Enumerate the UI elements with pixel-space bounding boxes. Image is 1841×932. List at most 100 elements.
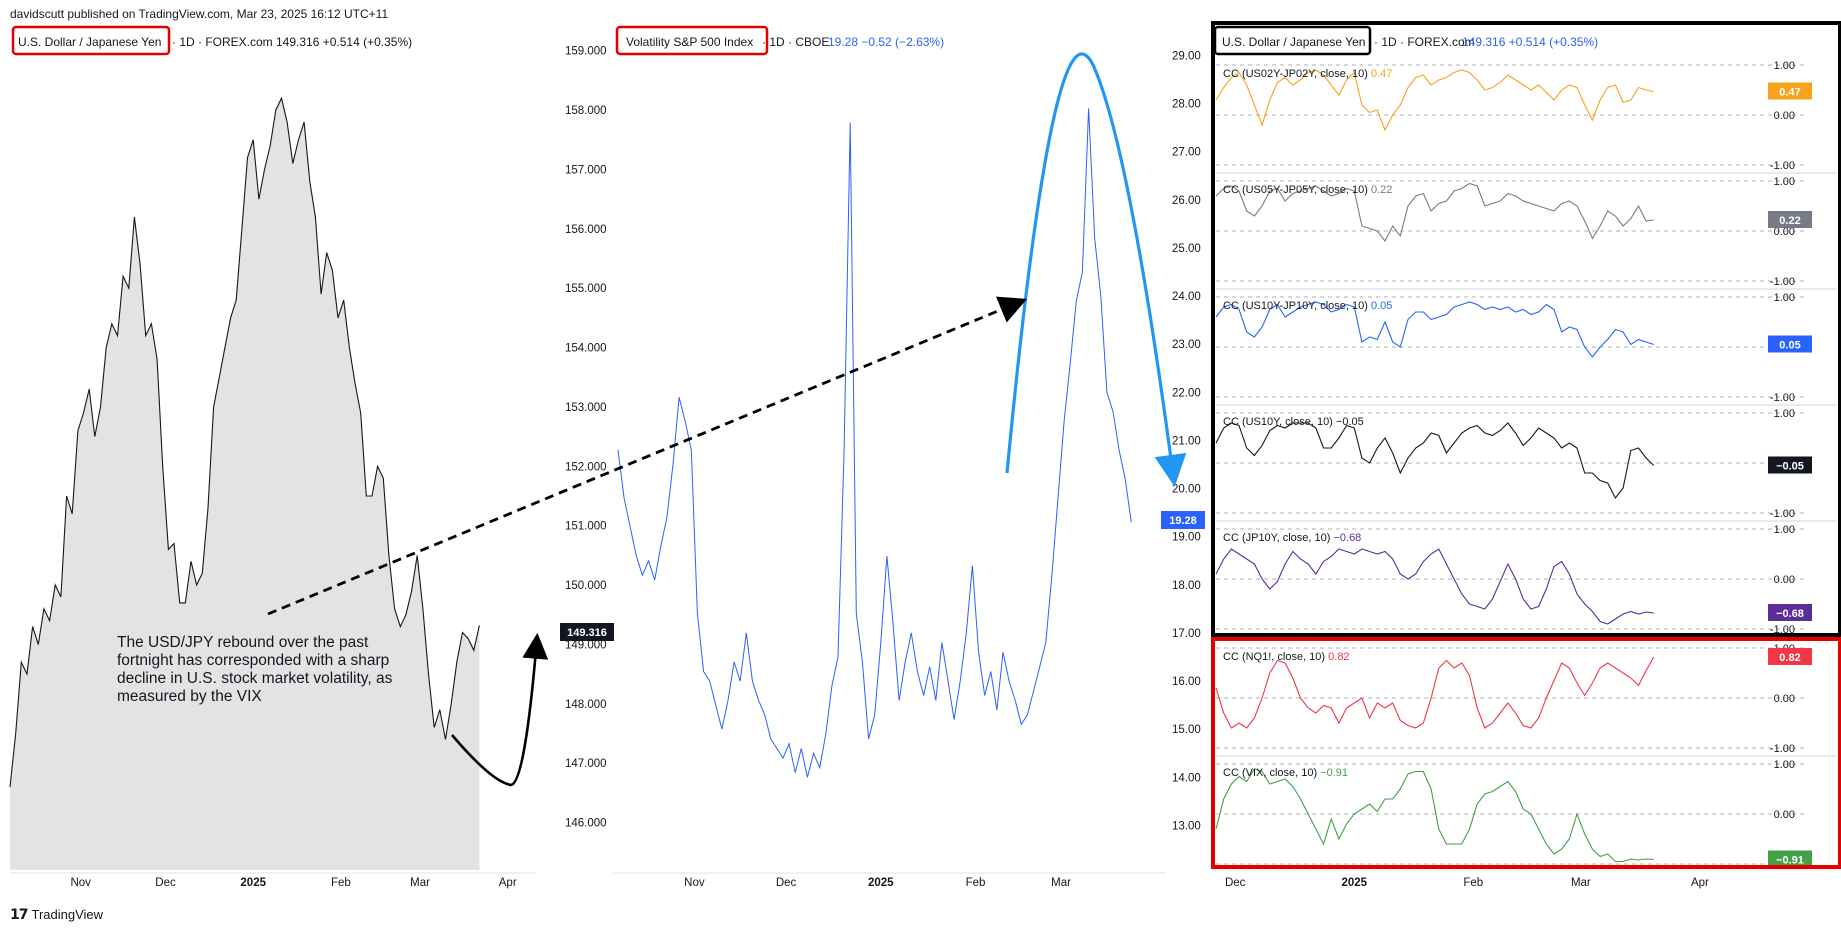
correlation-series-value: 0.47 (1371, 68, 1392, 80)
correlation-value-badge-text: −0.05 (1776, 461, 1804, 473)
correlation-series-line (1215, 182, 1654, 243)
correlation-subpanel: 1.00 0.00 -1.00 CC (US05Y-JP05Y, close, 10)… (1215, 172, 1836, 288)
vix-x-tick: Feb (966, 877, 986, 889)
usdjpy-title-highlight (11, 25, 171, 56)
correlation-y-tick: -1.00 (1770, 508, 1795, 520)
correlation-series-value: 0.05 (1371, 300, 1392, 312)
correlation-series-label[interactable]: CC (US05Y-JP05Y, close, 10) 0.22 (1223, 184, 1392, 196)
correlation-series-line (1215, 422, 1655, 500)
vix-y-tick: 24.00 (1172, 291, 1201, 303)
correlation-y-tick: 1.00 (1774, 524, 1795, 536)
correlation-panel: 1.00 0.00 -1.00 CC (US02Y-JP02Y, close, 10)… (1211, 21, 1841, 889)
vix-last-price-badge: 19.28 (1161, 511, 1205, 529)
correlation-series-label[interactable]: CC (US10Y-JP10Y, close, 10) 0.05 (1223, 300, 1392, 312)
usdjpy-title[interactable]: U.S. Dollar / Japanese Yen (18, 35, 161, 49)
correlation-y-tick: 1.00 (1774, 292, 1795, 304)
tradingview-logo[interactable]: 𝟭𝟳 TradingView (10, 906, 103, 923)
correlation-value-badge-text: −0.91 (1776, 855, 1804, 867)
correlation-series-line (1215, 656, 1655, 729)
usdjpy-meta: · 1D · FOREX.com 149.316 +0.514 (+0.35%) (172, 35, 412, 49)
vix-x-tick: Dec (776, 877, 797, 889)
vix-y-tick: 19.00 (1172, 532, 1201, 544)
vix-y-tick: 25.00 (1172, 243, 1201, 255)
usdjpy-panel: 159.000 158.000 157.000 156.000 155.000 154.0… (9, 25, 614, 889)
usdjpy-x-tick: Feb (331, 877, 351, 889)
usdjpy-y-tick: 159.000 (565, 46, 607, 58)
correlation-value-badge-text: 0.05 (1779, 340, 1800, 352)
correlation-series-label[interactable]: CC (US10Y, close, 10) −0.05 (1223, 416, 1364, 428)
correlation-meta: · 1D · FOREX.com (1374, 35, 1475, 49)
correlation-value-badge (1768, 648, 1812, 665)
correlation-value-badge (1768, 456, 1812, 474)
bond-correlation-box (1211, 21, 1841, 637)
correlation-series-value: 0.82 (1328, 651, 1349, 663)
correlation-y-tick: -1.00 (1770, 160, 1795, 172)
vix-y-tick: 20.00 (1172, 484, 1201, 496)
usdjpy-y-tick: 156.000 (565, 224, 607, 236)
correlation-subpanel: 1.00 0.00 -1.00 CC (US02Y-JP02Y, close, 10)… (1215, 60, 1812, 172)
vix-y-tick: 15.00 (1172, 724, 1201, 736)
correlation-y-tick: 0.00 (1774, 226, 1795, 238)
correlation-y-tick: 1.00 (1774, 759, 1795, 771)
correlation-value-badge (1768, 850, 1812, 868)
correlation-series-line (1215, 768, 1654, 863)
vix-meta: · 1D · CBOE (762, 35, 829, 49)
correlation-y-tick: 0.00 (1774, 693, 1795, 705)
correlation-y-tick: 1.00 (1774, 176, 1795, 188)
vix-last-price-text: 19.28 (1169, 515, 1197, 527)
usdjpy-y-tick: 150.000 (565, 580, 607, 592)
vix-y-tick: 13.00 (1172, 820, 1201, 832)
correlation-value-badge (1768, 604, 1812, 621)
vix-y-tick: 23.00 (1172, 339, 1201, 351)
tradingview-mark-icon: 𝟭𝟳 (10, 906, 29, 922)
usdjpy-x-tick: Dec (155, 877, 176, 889)
correlation-x-tick: Feb (1463, 877, 1483, 889)
correlation-series-value: −0.05 (1336, 416, 1364, 428)
usdjpy-y-tick: 154.000 (565, 343, 607, 355)
usdjpy-x-tick: Apr (499, 877, 517, 889)
usdjpy-y-tick: 153.000 (565, 402, 607, 414)
vix-y-tick: 16.00 (1172, 676, 1201, 688)
correlation-series-label[interactable]: CC (JP10Y, close, 10) −0.68 (1223, 532, 1361, 544)
vix-y-tick: 18.00 (1172, 580, 1201, 592)
correlation-series-label[interactable]: CC (VIX, close, 10) −0.91 (1223, 767, 1348, 779)
correlation-value-badge-text: 0.82 (1779, 652, 1800, 664)
connector-arrow (267, 296, 1028, 616)
correlation-series-label[interactable]: CC (US02Y-JP02Y, close, 10) 0.47 (1223, 68, 1392, 80)
usdjpy-price-line (9, 96, 480, 787)
vix-y-tick: 17.00 (1172, 628, 1201, 640)
correlation-header: U.S. Dollar / Japanese Yen · 1D · FOREX.… (1213, 25, 1598, 56)
correlation-y-tick: 1.00 (1774, 408, 1795, 420)
tradingview-wordmark: TradingView (31, 907, 104, 922)
correlation-y-tick: -1.00 (1770, 392, 1795, 404)
correlation-value-badge (1768, 211, 1812, 228)
correlation-series-value: −0.68 (1333, 532, 1361, 544)
usdjpy-x-tick: Mar (410, 877, 430, 889)
usdjpy-y-tick: 149.000 (565, 639, 607, 651)
correlation-series-value: −0.91 (1320, 767, 1348, 779)
vix-y-tick: 28.00 (1172, 99, 1201, 111)
usdjpy-header: U.S. Dollar / Japanese Yen · 1D · FOREX.… (11, 25, 412, 56)
correlation-title[interactable]: U.S. Dollar / Japanese Yen (1222, 35, 1365, 49)
correlation-x-tick: Dec (1225, 877, 1246, 889)
correlation-x-tick: 2025 (1341, 877, 1367, 889)
correlation-series-line (1215, 301, 1654, 358)
correlation-y-tick: 0.00 (1774, 110, 1795, 122)
vix-title[interactable]: Volatility S&P 500 Index (626, 35, 753, 49)
vix-y-tick: 22.00 (1172, 387, 1201, 399)
vix-change: 19.28 −0.52 (−2.63%) (828, 35, 944, 49)
vix-panel: 29.00 28.00 27.00 26.00 25.00 24.00 23.00 22.00… (614, 25, 1205, 889)
usdjpy-y-tick: 151.000 (565, 521, 607, 533)
vix-x-ticks: Nov Dec 2025 Feb Mar (684, 877, 1071, 889)
correlation-y-tick: 0.00 (1774, 809, 1795, 821)
correlation-series-label[interactable]: CC (NQ1!, close, 10) 0.82 (1223, 651, 1350, 663)
correlation-y-tick: -1.00 (1770, 743, 1795, 755)
usdjpy-y-tick: 155.000 (565, 283, 607, 295)
annotation-text: The USD/JPY rebound over the past fortni… (117, 634, 393, 705)
correlation-x-ticks: Dec 2025 Feb Mar Apr (1225, 877, 1709, 889)
